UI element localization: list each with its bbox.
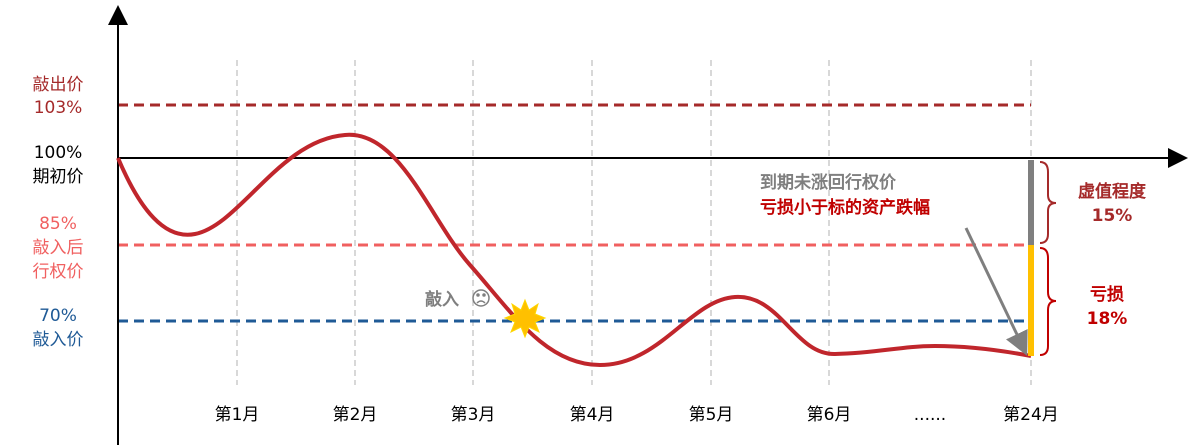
- month-label: 第4月: [570, 405, 615, 425]
- level-value: 103%: [34, 98, 83, 118]
- grid-lines: [236, 60, 1032, 385]
- month-label: 第24月: [1003, 405, 1059, 425]
- level-lines: [118, 103, 1031, 323]
- brace-value: 18%: [1087, 309, 1128, 329]
- knock-in-star: [503, 298, 547, 339]
- level-label: 敲入价: [33, 330, 84, 350]
- month-label: ......: [914, 405, 946, 425]
- level-label: 敲出价: [33, 75, 84, 95]
- month-label: 第6月: [807, 405, 852, 425]
- brace-value: 15%: [1092, 206, 1133, 226]
- event-label: 敲入: [425, 289, 459, 310]
- sad-face: [472, 289, 490, 307]
- level-label: 敲入后: [33, 238, 84, 258]
- month-label: 第2月: [333, 405, 378, 425]
- level-value: 100%: [34, 143, 83, 163]
- brace: [1039, 161, 1057, 244]
- note: 亏损小于标的资产跌幅: [760, 197, 930, 218]
- month-label: 第5月: [689, 405, 734, 425]
- loss-bar: [1028, 245, 1034, 356]
- arrow: [964, 227, 1028, 356]
- month-label: 第3月: [451, 405, 496, 425]
- level-value: 70%: [39, 306, 77, 326]
- level-label: 期初价: [33, 167, 84, 187]
- level-label: 行权价: [33, 262, 84, 282]
- brace: [1039, 247, 1057, 356]
- gap-bar: [1028, 160, 1034, 245]
- note: 到期未涨回行权价: [760, 172, 897, 193]
- month-label: 第1月: [215, 405, 260, 425]
- brace-label: 亏损: [1090, 284, 1124, 305]
- brace-label: 虚值程度: [1078, 181, 1147, 202]
- price-path: [116, 132, 1032, 368]
- level-value: 85%: [39, 214, 77, 234]
